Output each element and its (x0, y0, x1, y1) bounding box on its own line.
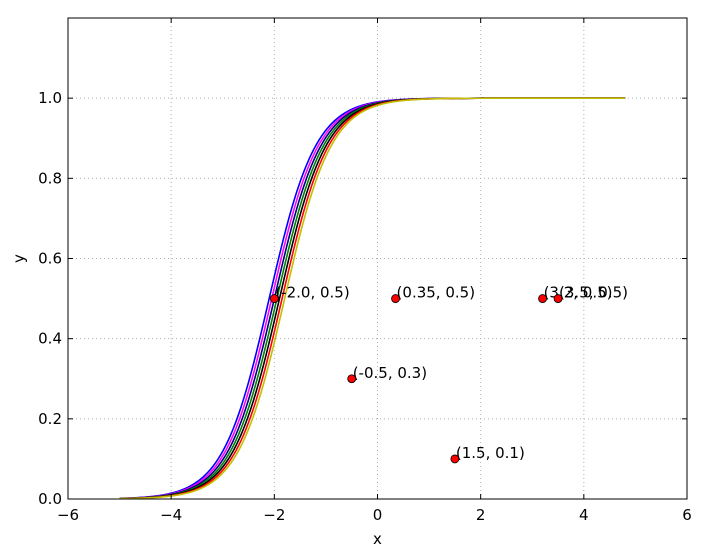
data-point-label: (3.5, 0.5) (559, 284, 628, 302)
y-tick-label: 0.4 (38, 330, 62, 348)
data-point-label: (-2.0, 0.5) (275, 284, 349, 302)
x-tick-label: −6 (57, 506, 79, 524)
x-axis-label: x (373, 530, 382, 548)
y-tick-label: 0.6 (38, 250, 62, 268)
y-tick-label: 1.0 (38, 89, 62, 107)
x-tick-label: 4 (579, 506, 589, 524)
x-tick-label: −4 (160, 506, 182, 524)
x-tick-label: 6 (682, 506, 692, 524)
data-points: (-2.0, 0.5) (0.35, 0.5) (-0.5, 0.3) (1.5, 0… (269, 284, 628, 464)
grid-lines (67, 18, 688, 500)
x-tick-label: 0 (373, 506, 383, 524)
data-point (347, 374, 357, 384)
tick-labels: −6 −4 −2 0 2 4 6 0.0 0.2 0.4 0.6 0.8 1.0 (38, 89, 692, 524)
y-tick-label: 0.0 (38, 490, 62, 508)
data-point-label: (-0.5, 0.3) (353, 364, 427, 382)
x-tick-label: −2 (263, 506, 285, 524)
data-point (553, 294, 563, 303)
x-tick-label: 2 (476, 506, 486, 524)
y-tick-label: 0.2 (38, 410, 62, 428)
series-curves (119, 97, 626, 500)
series-line (119, 97, 626, 500)
y-axis-label: y (10, 254, 28, 263)
data-point (269, 294, 279, 303)
data-point (450, 454, 460, 464)
data-point (538, 294, 547, 303)
y-tick-label: 0.8 (38, 169, 62, 187)
data-point-label: (0.35, 0.5) (397, 284, 476, 302)
axis-ticks (67, 18, 688, 500)
data-point-label: (1.5, 0.1) (456, 444, 525, 462)
data-point (391, 294, 400, 303)
